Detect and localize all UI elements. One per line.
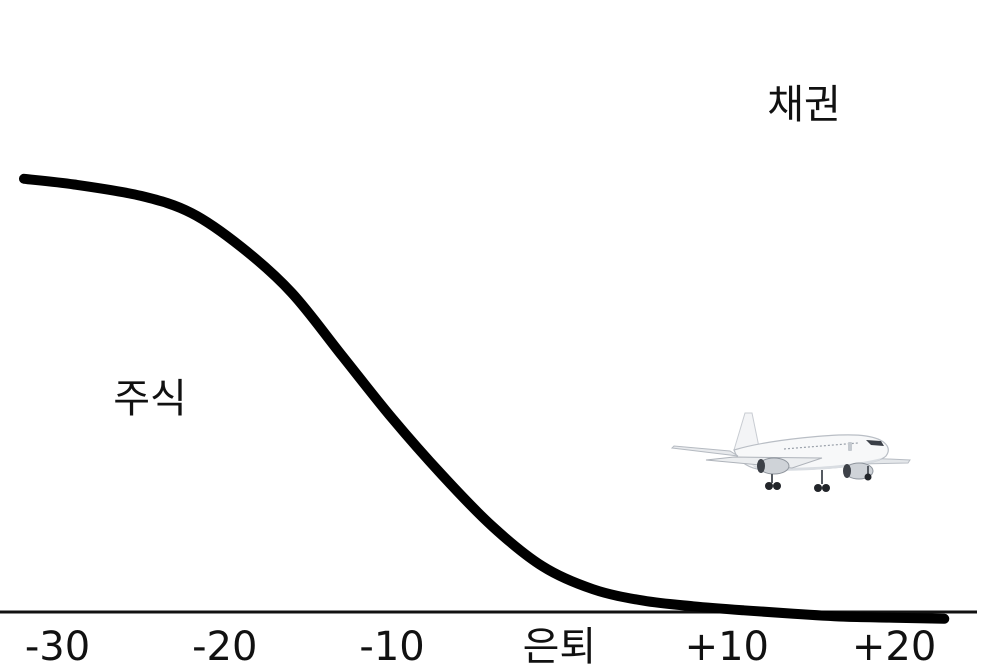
x-tick-label: -20: [192, 624, 257, 667]
x-tick-label: +20: [852, 624, 936, 667]
allocation-curve: [19, 173, 950, 624]
x-tick-label: +10: [685, 624, 769, 667]
x-tick-label: -30: [25, 624, 90, 667]
stocks-region-label: 주식: [113, 376, 187, 422]
airplane-icon: [670, 412, 911, 492]
x-tick-label: -10: [359, 624, 424, 667]
x-tick-labels: -30 -20 -10 은퇴 +10 +20: [25, 624, 936, 667]
x-tick-label: 은퇴: [523, 624, 597, 667]
bonds-region-label: 채권: [767, 82, 841, 128]
